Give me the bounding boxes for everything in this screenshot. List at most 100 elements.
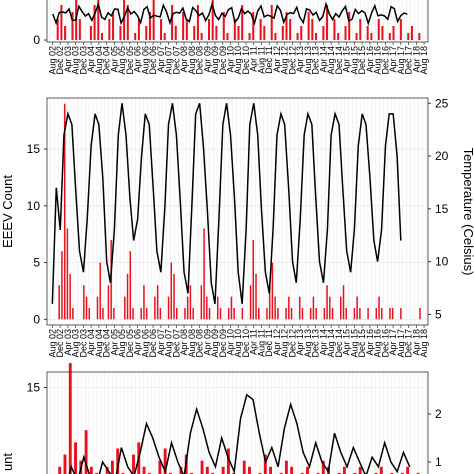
- eeev-count-bar: [315, 307, 317, 320]
- eeev-count-bar: [353, 472, 357, 474]
- x-tick-label: Dec 12: [287, 329, 297, 358]
- eeev-count-bar: [309, 307, 312, 320]
- eeev-count-bar: [60, 5, 63, 40]
- eeev-count-bar: [290, 466, 294, 474]
- eeev-count-bar: [99, 262, 101, 320]
- x-tick-label: Apr 11: [249, 46, 259, 72]
- eeev-count-bar: [249, 285, 252, 320]
- eeev-count-bar: [316, 472, 320, 474]
- eeev-count-bar: [185, 19, 188, 40]
- eeev-count-bar: [227, 307, 230, 320]
- x-tick-label: Aug 15: [349, 46, 359, 75]
- eeev-count-bar: [61, 251, 63, 320]
- eeev-count-bar: [290, 307, 293, 320]
- eeev-count-bar: [211, 472, 215, 474]
- eeev-count-bar: [329, 296, 331, 320]
- x-tick-label: Dec 08: [195, 46, 205, 75]
- x-tick-label: Apr 11: [249, 329, 259, 355]
- eeev-count-bar: [211, 0, 214, 40]
- eeev-count-bar: [167, 296, 170, 320]
- eeev-count-bar: [301, 307, 304, 320]
- eeev-count-bar: [388, 33, 391, 40]
- eeev-count-bar: [232, 472, 236, 474]
- x-tick-label: Aug 17: [396, 46, 406, 75]
- eeev-count-bar: [379, 466, 383, 474]
- eeev-count-bar: [134, 33, 137, 40]
- eeev-count-bar: [102, 307, 104, 320]
- eeev-count-bar: [333, 19, 336, 40]
- eeev-count-bar: [108, 19, 111, 40]
- x-tick-label: Dec 05: [125, 329, 135, 358]
- eeev-count-bar: [390, 472, 394, 474]
- eeev-count-bar: [259, 19, 262, 40]
- y-tick-label: 0: [33, 312, 40, 326]
- y-axis-label: unt: [0, 453, 15, 471]
- eeev-count-bar: [110, 460, 114, 474]
- eeev-count-bar: [285, 307, 287, 320]
- x-tick-label: Dec 12: [287, 46, 297, 75]
- eeev-count-bar: [105, 466, 109, 474]
- eeev-count-bar: [359, 307, 361, 320]
- eeev-count-bar: [270, 5, 273, 40]
- panel-middle: 0 5 10 15 5 10 15 20 25 EEEV Count Temperature (Ce…: [0, 96, 474, 357]
- x-tick-label: Apr 16: [365, 329, 375, 356]
- eeev-count-bar: [274, 296, 276, 320]
- x-tick-label: Apr 03: [63, 46, 73, 73]
- eeev-count-bar: [206, 296, 208, 320]
- x-tick-label: Dec 05: [125, 46, 135, 75]
- eeev-count-bar: [370, 33, 373, 40]
- x-tick-label: Aug 09: [210, 46, 220, 75]
- x-tick-label: Aug 17: [396, 329, 406, 358]
- eeev-count-bar: [159, 307, 162, 320]
- eeev-count-bar: [119, 26, 122, 40]
- eeev-count-bar: [300, 26, 303, 40]
- y-tick-label: 15: [27, 142, 41, 156]
- eeev-count-bar: [163, 448, 167, 474]
- x-tick-label: Aug 18: [419, 329, 429, 358]
- eeev-count-bar: [215, 26, 218, 40]
- eeev-count-bar: [173, 273, 175, 320]
- eeev-count-bar: [248, 466, 251, 474]
- eeev-count-bar: [88, 307, 91, 320]
- x-tick-label: Apr 04: [86, 46, 96, 73]
- y-tick-label: 10: [27, 199, 41, 213]
- x-tick-label: Apr 05: [109, 46, 119, 73]
- y2-tick-label: 20: [435, 149, 449, 163]
- x-tick-label: Dec 11: [264, 46, 274, 74]
- eeev-count-bar: [241, 5, 244, 40]
- eeev-count-bar: [189, 285, 192, 320]
- eeev-count-bar: [148, 12, 151, 40]
- eeev-count-bar: [233, 307, 235, 320]
- eeev-count-bar: [410, 26, 413, 40]
- eeev-count-bar: [217, 296, 219, 320]
- eeev-count-bar: [374, 472, 378, 474]
- x-tick-label: Aug 02: [47, 329, 57, 358]
- x-tick-label: Apr 10: [226, 329, 236, 356]
- eeev-count-bar: [200, 285, 203, 320]
- temperature-line: [52, 1, 408, 26]
- eeev-count-bar: [184, 307, 186, 320]
- eeev-count-bar: [248, 33, 251, 40]
- eeev-count-bar: [337, 33, 340, 40]
- eeev-count-bar: [399, 19, 402, 40]
- x-tick-label: Apr 17: [388, 46, 398, 73]
- x-tick-label: Aug 07: [164, 329, 174, 358]
- x-tick-label: Dec 04: [102, 46, 112, 75]
- x-tick-label: Aug 03: [71, 329, 81, 358]
- y-tick-label: 15: [27, 381, 41, 395]
- x-tick-label: Apr 03: [63, 329, 73, 356]
- eeev-count-bar: [72, 307, 74, 320]
- panel-bottom: 15 1 2 unt: [0, 363, 442, 474]
- eeev-count-bar: [279, 472, 283, 474]
- x-tick-label: Aug 16: [373, 46, 383, 75]
- eeev-count-bar: [241, 307, 244, 320]
- eeev-count-bar: [300, 472, 304, 474]
- bottom-line: [68, 393, 411, 474]
- x-tick-label: Aug 14: [326, 329, 336, 358]
- eeev-count-bar: [71, 12, 74, 40]
- x-tick-label: Aug 08: [187, 46, 197, 75]
- y-tick-label: 5: [33, 256, 40, 270]
- eeev-count-bar: [258, 307, 260, 320]
- eeev-count-bar: [281, 26, 284, 40]
- y2-tick-label: 1: [435, 455, 442, 469]
